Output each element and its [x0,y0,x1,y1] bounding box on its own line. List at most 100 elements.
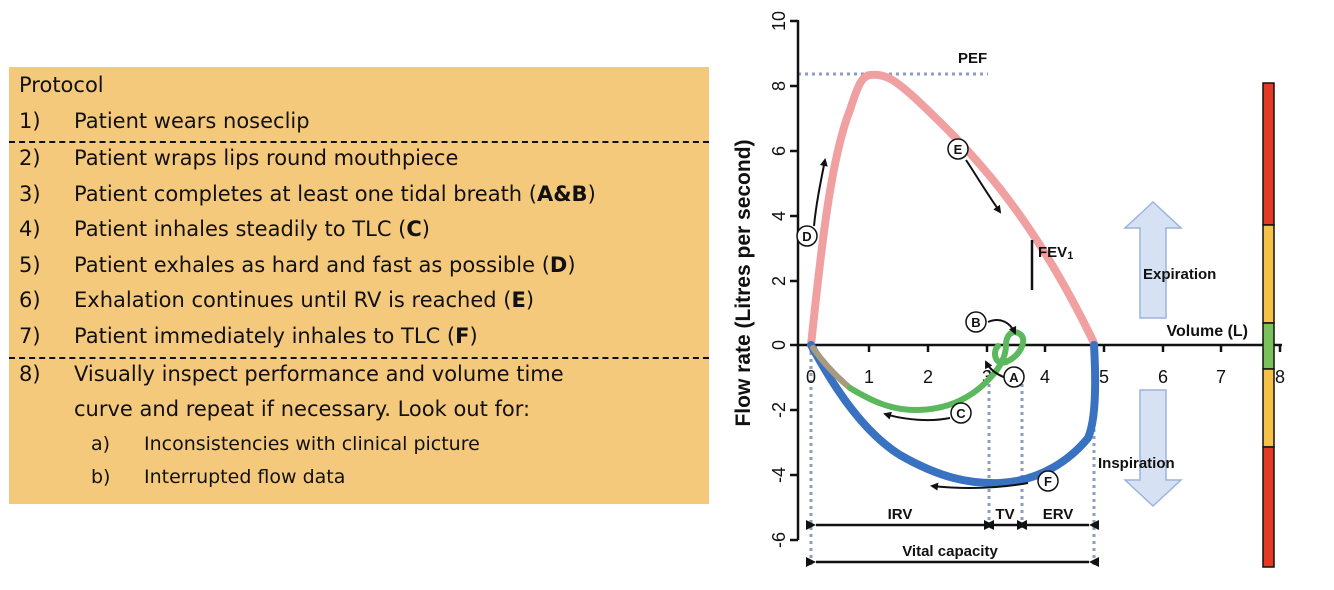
svg-text:A: A [1009,370,1019,385]
volume-brackets [806,520,1099,567]
y-tick-label: 10 [769,11,789,31]
step-number: 7) [19,324,41,348]
substep-text: Inconsistencies with clinical picture [144,433,480,455]
marker-a: A [1003,366,1025,388]
fev1-label: FEV1 [1038,244,1073,262]
tv-label: TV [995,506,1014,523]
x-tick-label: 7 [1216,367,1226,387]
bar-amber-bottom [1262,368,1275,448]
bar-amber-top [1262,224,1275,324]
dashed-divider [9,357,709,359]
step-text: Patient inhales steadily to TLC (C) [74,217,430,241]
substep-number: b) [91,466,111,488]
x-tick-label: 1 [864,367,874,387]
y-tick-label: 8 [769,81,789,91]
marker-d: D [796,225,818,247]
step-text: Exhalation continues until RV is reached… [74,288,535,312]
step-text: Patient wears noseclip [74,109,310,133]
inspiration-curve [807,341,1100,488]
step-number: 5) [19,253,41,277]
protocol-step-1: 1) Patient wears noseclip [9,105,709,137]
protocol-step-8: 8) Visually inspect performance and volu… [9,358,709,390]
step-text: Patient completes at least one tidal bre… [74,182,596,206]
arrow-d [813,158,828,227]
x-axis-title: Volume (L) [1167,323,1248,340]
pef-label: PEF [958,50,987,67]
y-tick-label: 4 [769,211,789,221]
y-tick-label: 6 [769,146,789,156]
svg-text:D: D [802,229,811,244]
marker-e: E [947,138,969,160]
svg-text:E: E [954,142,963,157]
bar-green [1262,322,1275,370]
y-tick-label: 0 [769,340,789,350]
expiration-label: Expiration [1143,266,1216,283]
y-tick-label: -2 [769,402,789,418]
x-tick-label: 4 [1040,367,1050,387]
step-text: Patient immediately inhales to TLC (F) [74,324,478,348]
step-number: 8) [19,362,41,386]
expiration-arrow [1123,200,1183,319]
bar-red-bottom [1262,446,1275,568]
protocol-step-3: 3) Patient completes at least one tidal … [9,178,709,210]
irv-label: IRV [888,506,913,523]
substep-number: a) [91,433,111,455]
step-number: 1) [19,109,41,133]
protocol-panel: Protocol 1) Patient wears noseclip 2) Pa… [9,67,709,504]
protocol-step-4: 4) Patient inhales steadily to TLC (C) [9,213,709,245]
y-tick-labels: 10 8 6 4 2 0 -2 -4 -6 [769,11,789,548]
protocol-step-8-cont: curve and repeat if necessary. Look out … [9,393,709,425]
protocol-title: Protocol [19,73,104,97]
step-number: 4) [19,217,41,241]
arrow-b [987,319,1017,335]
y-tick-label: 2 [769,276,789,286]
inspiration-label: Inspiration [1098,455,1175,472]
bar-red-top [1262,82,1275,226]
flow-volume-chart: 10 8 6 4 2 0 -2 -4 -6 Flow rate (Litres … [732,11,1285,568]
curve-markers: A B C D E F [796,138,1059,492]
marker-f: F [1037,470,1059,492]
y-axis-title: Flow rate (Litres per second) [732,139,755,426]
arrow-e [965,159,1002,214]
x-tick-label: 2 [923,367,933,387]
step-text: Visually inspect performance and volume … [74,362,564,386]
arrow-c [883,411,951,422]
y-tick-label: -4 [769,467,789,483]
svg-text:B: B [971,315,980,330]
arrow-f [930,482,1029,491]
x-tick-label: 8 [1275,367,1285,387]
expiration-curve [807,70,1098,349]
step-number: 6) [19,288,41,312]
step-number: 3) [19,182,41,206]
erv-label: ERV [1043,506,1074,523]
protocol-substep-b: b) Interrupted flow data [9,461,709,493]
protocol-step-7: 7) Patient immediately inhales to TLC (F… [9,320,709,352]
x-tick-labels: 0 1 2 3 4 5 6 7 8 [806,367,1285,387]
x-axis [798,343,1282,352]
volume-labels: IRV TV ERV Vital capacity [888,506,1074,560]
x-tick-label: 6 [1158,367,1168,387]
y-tick-label: -6 [769,532,789,548]
y-axis [790,19,800,542]
step-number: 2) [19,146,41,170]
dashed-divider [9,141,709,143]
protocol-step-5: 5) Patient exhales as hard and fast as p… [9,249,709,281]
gray-segment [810,345,853,391]
vital-capacity-label: Vital capacity [902,543,998,560]
tidal-loop [847,329,1027,414]
substep-text: Interrupted flow data [144,466,346,488]
x-tick-label: 5 [1099,367,1109,387]
protocol-step-6: 6) Exhalation continues until RV is reac… [9,284,709,316]
colour-scale-bar [1262,82,1275,568]
protocol-step-2: 2) Patient wraps lips round mouthpiece [9,142,709,174]
step-text: Patient exhales as hard and fast as poss… [74,253,576,277]
step-text: curve and repeat if necessary. Look out … [74,397,531,421]
protocol-substep-a: a) Inconsistencies with clinical picture [9,428,709,460]
svg-text:F: F [1044,474,1052,489]
step-text: Patient wraps lips round mouthpiece [74,146,459,170]
inspiration-arrow [1123,389,1183,508]
direction-arrows [813,158,1029,491]
marker-b: B [965,311,987,333]
x-tick-label: 0 [806,367,816,387]
svg-text:C: C [956,406,966,421]
